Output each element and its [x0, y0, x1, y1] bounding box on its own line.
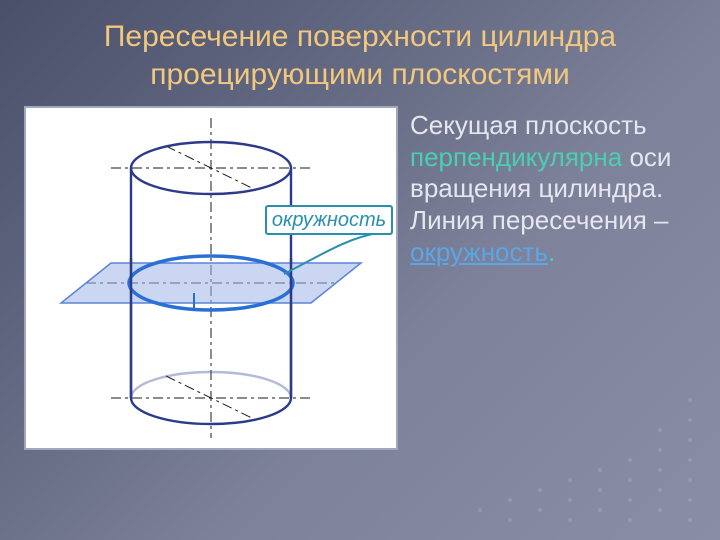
callout-label-text: окружность [272, 209, 386, 231]
title-line-2: проецирующими плоскостями [0, 56, 720, 94]
content-row: окружность Секущая плоскость перпендикул… [24, 106, 696, 450]
body-text: Секущая плоскость перпендикулярна оси вр… [410, 106, 696, 450]
diagram-container: окружность [24, 106, 398, 450]
body-t2: перпендикулярна [410, 142, 622, 172]
body-t4: Линия пересечения – [410, 205, 668, 235]
slide-title: Пересечение поверхности цилиндра проецир… [0, 18, 720, 93]
body-t1: Секущая плоскость [410, 110, 647, 140]
body-t6: . [548, 237, 555, 267]
title-line-1: Пересечение поверхности цилиндра [0, 18, 720, 56]
circle-link[interactable]: окружность [410, 237, 548, 267]
callout-label-box: окружность [266, 206, 392, 234]
cylinder-diagram: окружность [26, 108, 396, 448]
slide: Пересечение поверхности цилиндра проецир… [0, 0, 720, 540]
cutting-plane [61, 263, 361, 303]
